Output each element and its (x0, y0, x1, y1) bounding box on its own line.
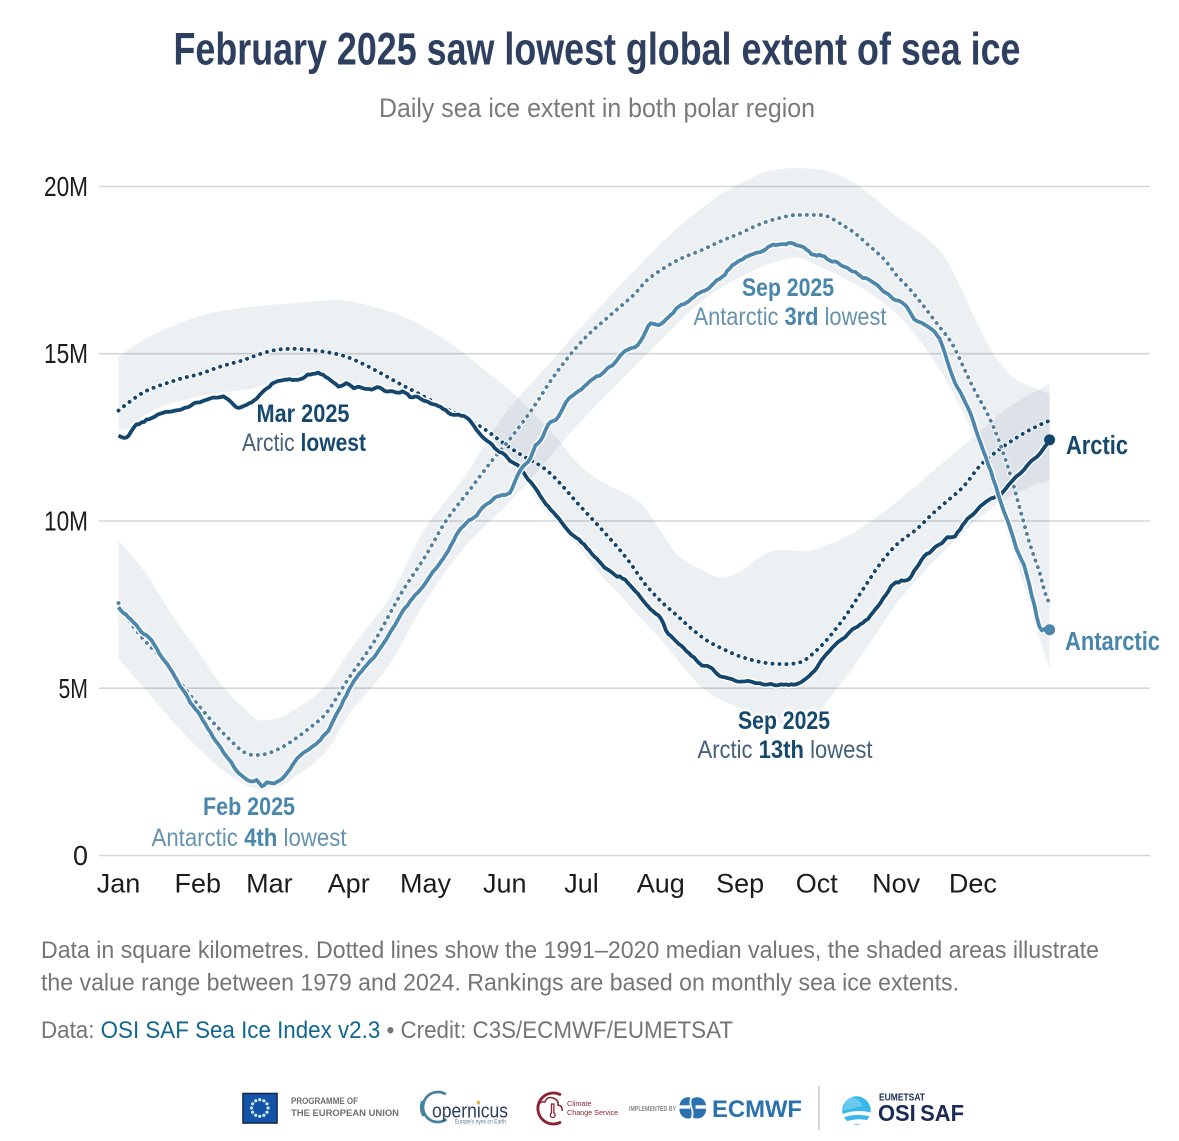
svg-text:THE EUROPEAN UNION: THE EUROPEAN UNION (291, 1108, 399, 1119)
svg-text:Arctic lowest: Arctic lowest (242, 429, 367, 457)
svg-text:Sep 2025: Sep 2025 (738, 707, 830, 735)
svg-text:PROGRAMME OF: PROGRAMME OF (291, 1096, 358, 1107)
svg-text:15M: 15M (44, 338, 88, 369)
svg-text:Nov: Nov (872, 869, 921, 899)
svg-text:Sep 2025: Sep 2025 (742, 274, 834, 302)
svg-text:Antarctic 3rd lowest: Antarctic 3rd lowest (694, 303, 887, 331)
svg-text:May: May (400, 869, 452, 899)
svg-text:Mar 2025: Mar 2025 (257, 400, 350, 428)
svg-text:Sep: Sep (716, 869, 764, 899)
svg-text:Europe’s eyes on Earth: Europe’s eyes on Earth (455, 1119, 506, 1126)
svg-text:Data in square kilometres. Dot: Data in square kilometres. Dotted lines … (41, 937, 1099, 964)
svg-text:Change Service: Change Service (567, 1108, 618, 1117)
svg-text:Oct: Oct (796, 869, 839, 899)
svg-text:Antarctic: Antarctic (1065, 628, 1160, 656)
svg-text:Daily sea ice extent in both p: Daily sea ice extent in both polar regio… (379, 93, 815, 123)
svg-text:Mar: Mar (246, 869, 293, 899)
svg-text:20M: 20M (44, 171, 88, 202)
svg-text:ECMWF: ECMWF (712, 1096, 802, 1123)
svg-text:Dec: Dec (949, 869, 997, 899)
svg-text:the value range between 1979 a: the value range between 1979 and 2024. R… (41, 970, 959, 997)
svg-text:Data: OSI SAF Sea Ice Index v2: Data: OSI SAF Sea Ice Index v2.3 • Credi… (41, 1017, 733, 1044)
svg-text:10M: 10M (44, 506, 88, 537)
svg-text:Aug: Aug (637, 869, 685, 899)
svg-text:Climate: Climate (567, 1099, 591, 1108)
svg-text:Jul: Jul (564, 869, 599, 899)
svg-text:Apr: Apr (328, 869, 370, 899)
svg-text:EUMETSAT: EUMETSAT (879, 1092, 925, 1104)
svg-text:Feb: Feb (175, 869, 222, 899)
svg-text:OSI SAF: OSI SAF (878, 1100, 964, 1126)
svg-text:Antarctic 4th lowest: Antarctic 4th lowest (152, 824, 347, 852)
svg-text:Jan: Jan (97, 869, 141, 899)
svg-text:0: 0 (73, 840, 88, 871)
svg-text:Arctic 13th lowest: Arctic 13th lowest (698, 736, 873, 764)
svg-text:opernicus: opernicus (432, 1101, 508, 1123)
svg-text:Feb 2025: Feb 2025 (203, 793, 295, 821)
svg-text:IMPLEMENTED BY: IMPLEMENTED BY (629, 1104, 676, 1113)
svg-text:5M: 5M (59, 673, 89, 704)
svg-text:Jun: Jun (483, 869, 527, 899)
svg-text:Arctic: Arctic (1066, 432, 1128, 460)
svg-text:February 2025 saw lowest globa: February 2025 saw lowest global extent o… (174, 24, 1021, 75)
